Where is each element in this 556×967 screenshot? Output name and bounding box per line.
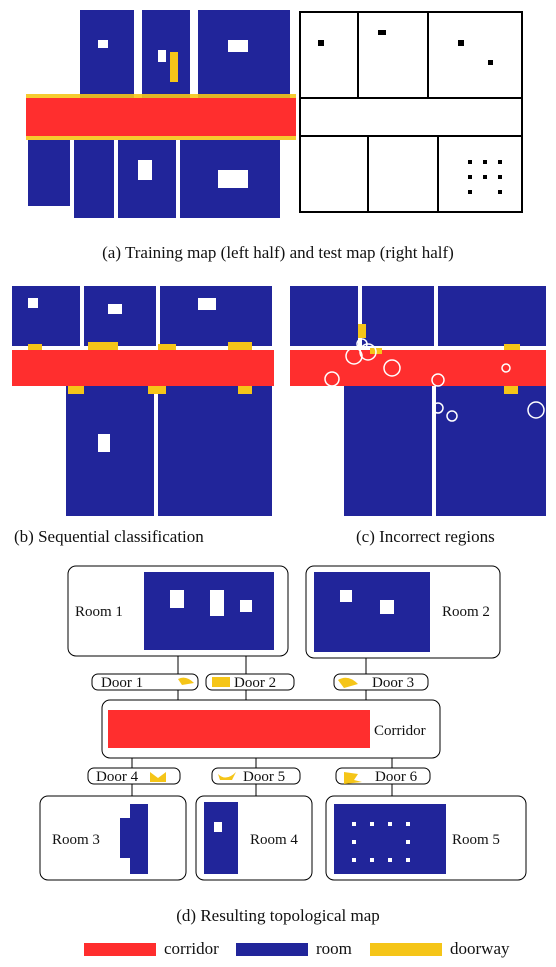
room-3-node: Room 3 <box>39 795 187 881</box>
map-b-image <box>12 286 274 516</box>
legend-room-label: room <box>316 939 352 958</box>
corridor-swatch <box>84 942 156 956</box>
map-c-image <box>290 286 546 516</box>
room-4-label: Room 4 <box>250 832 298 848</box>
map-a-image <box>26 10 523 218</box>
legend-corridor-label: corridor <box>164 939 219 958</box>
room-1-node: Room 1 <box>67 565 289 657</box>
legend-corridor: corridor <box>84 939 219 959</box>
door-2-node: Door 2 <box>205 673 295 691</box>
incorrect-regions-map <box>286 284 550 522</box>
door-6-label: Door 6 <box>375 769 418 785</box>
door-4-node: Door 4 <box>87 767 181 785</box>
door-5-label: Door 5 <box>243 769 285 785</box>
caption-c: (c) Incorrect regions <box>356 527 495 546</box>
legend: corridor room doorway <box>0 937 556 967</box>
sequential-classification-map <box>8 284 278 522</box>
door-1-node: Door 1 <box>91 673 199 691</box>
legend-doorway-label: doorway <box>450 939 510 958</box>
legend-room: room <box>236 939 352 959</box>
topological-map: Room 1 Room 2 Door 1 Door 2 Door 3 <box>0 560 556 886</box>
room-2-label: Room 2 <box>442 604 490 620</box>
door-1-label: Door 1 <box>101 675 143 691</box>
caption-b: (b) Sequential classification <box>14 527 204 546</box>
door-2-label: Door 2 <box>234 675 276 691</box>
caption-d: (d) Resulting topological map <box>176 906 380 925</box>
door-6-node: Door 6 <box>335 767 431 785</box>
room-5-node: Room 5 <box>325 795 527 881</box>
training-test-map <box>18 10 530 220</box>
doorway-swatch <box>370 942 442 956</box>
room-3-label: Room 3 <box>52 832 100 848</box>
room-2-node: Room 2 <box>305 565 501 659</box>
door-5-node: Door 5 <box>211 767 301 785</box>
door-3-label: Door 3 <box>372 675 414 691</box>
legend-doorway: doorway <box>370 939 509 959</box>
caption-a: (a) Training map (left half) and test ma… <box>102 243 454 262</box>
door-3-node: Door 3 <box>333 673 429 691</box>
room-swatch <box>236 942 308 956</box>
room-1-label: Room 1 <box>75 604 123 620</box>
door-4-label: Door 4 <box>96 769 139 785</box>
room-4-node: Room 4 <box>195 795 313 881</box>
room-5-label: Room 5 <box>452 832 500 848</box>
topological-graph: Room 1 Room 2 Door 1 Door 2 Door 3 <box>39 565 527 881</box>
corridor-node: Corridor <box>101 699 441 759</box>
corridor-label: Corridor <box>374 723 426 739</box>
